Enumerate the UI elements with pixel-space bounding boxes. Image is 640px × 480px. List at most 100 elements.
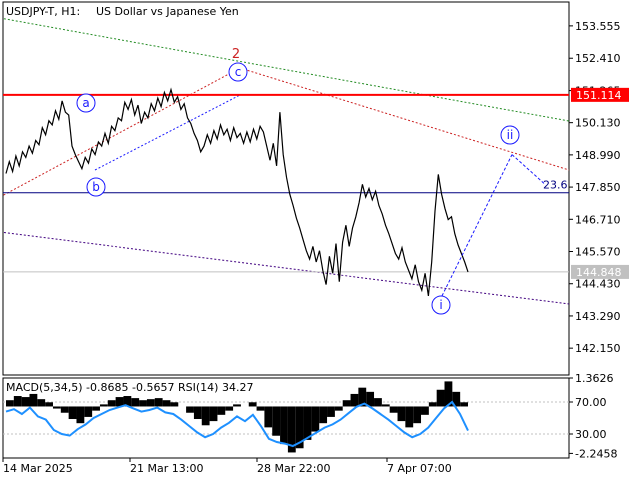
macd-bar — [287, 406, 296, 453]
macd-bar — [170, 402, 179, 407]
rsi-series — [5, 400, 469, 448]
macd-bar — [381, 404, 390, 407]
macd-bar — [311, 406, 320, 432]
macd-bar — [186, 406, 194, 413]
time-tick-label: 21 Mar 13:00 — [130, 462, 203, 475]
resistance-price-tag-bg — [571, 87, 629, 102]
wave-label-circle — [76, 93, 96, 113]
macd-bar — [21, 397, 30, 407]
price-tick-label: 144.430 — [575, 278, 621, 291]
current-price-tag: 144.848 — [576, 266, 622, 279]
macd-bar — [256, 406, 265, 411]
symbol-label: USDJPY-T, H1: — [6, 5, 80, 18]
macd-bar — [201, 406, 210, 426]
macd-bar — [303, 406, 312, 440]
macd-bar — [264, 406, 273, 428]
macd-label: MACD(5,34,5) -0.8685 -0.5657 — [6, 381, 174, 394]
macd-bar — [397, 406, 406, 422]
price-tick-label: 145.570 — [575, 246, 621, 259]
macd-bar — [162, 400, 171, 407]
macd-bar — [413, 406, 422, 424]
wave-label-c: c — [235, 65, 242, 79]
rsi-line — [5, 400, 469, 448]
macd-bar — [233, 404, 241, 407]
forecast-down-line — [511, 154, 546, 185]
macd-bar — [131, 398, 140, 407]
macd-bar — [45, 402, 53, 407]
wave-label-a: a — [82, 96, 89, 110]
time-tick-label: 14 Mar 2025 — [3, 462, 73, 475]
macd-bar — [358, 387, 367, 407]
indicator-tick-label: 70.00 — [575, 396, 607, 409]
blue-support-line — [94, 94, 241, 171]
macd-bar — [280, 406, 288, 445]
price-tick-label: 143.290 — [575, 310, 621, 323]
green-channel-line — [3, 18, 569, 122]
time-tick-label: 28 Mar 22:00 — [257, 462, 330, 475]
indicator-tick-label: 1.3626 — [575, 372, 614, 385]
macd-bar — [154, 398, 163, 407]
macd-bar — [319, 406, 328, 424]
wave-label-circle — [431, 295, 451, 315]
macd-bar — [374, 398, 382, 407]
price-tick-label: 148.990 — [575, 149, 621, 162]
fib-level-label: 23.6 — [543, 179, 568, 192]
macd-bar — [428, 402, 437, 407]
macd-bar — [209, 406, 218, 422]
indicator-tick-label: -2.2458 — [575, 447, 617, 460]
macd-bar — [342, 400, 351, 407]
forecast-up-line — [441, 154, 513, 297]
macd-bar — [52, 406, 61, 409]
macd-bar — [115, 397, 124, 407]
macd-bar — [68, 406, 77, 420]
macd-bar — [99, 404, 108, 407]
price-tick-label: 153.555 — [575, 20, 621, 33]
rsi-label: RSI(14) 34.27 — [178, 381, 253, 394]
macd-bar — [13, 396, 22, 407]
price-tick-label: 152.410 — [575, 52, 621, 65]
macd-bar — [225, 406, 234, 411]
symbol-description: US Dollar vs Japanese Yen — [96, 5, 239, 18]
price-tick-label: 147.850 — [575, 181, 621, 194]
macd-bar — [193, 406, 202, 420]
macd-bar — [460, 402, 468, 407]
price-tick-label: 150.130 — [575, 117, 621, 130]
macd-bar — [436, 389, 445, 407]
macd-bar — [146, 399, 155, 407]
current-price-tag-bg — [571, 264, 629, 279]
price-axis: 153.555152.410151.265150.130148.990147.8… — [569, 20, 621, 355]
indicator-tick-label: 30.00 — [575, 428, 607, 441]
wave-label-2: 2 — [232, 47, 240, 62]
resistance-price-tag: 151.114 — [576, 89, 622, 102]
price-tick-label: 142.150 — [575, 342, 621, 355]
macd-bar — [37, 399, 46, 407]
price-series — [5, 87, 469, 296]
macd-bar — [366, 391, 375, 407]
macd-bar — [444, 381, 453, 407]
red-channel-upper-line — [239, 67, 569, 171]
macd-bar — [248, 402, 257, 407]
price-line — [5, 87, 469, 296]
channel-lines — [3, 18, 569, 305]
wave-label-ii: ii — [507, 128, 514, 142]
macd-bar — [76, 406, 85, 424]
indicator-axis: 1.3626 70.00 30.00 -2.2458 — [3, 372, 617, 460]
wave-label-i: i — [439, 298, 442, 312]
macd-bar — [6, 400, 14, 407]
macd-bar — [217, 406, 226, 415]
red-channel-lower-line — [3, 67, 241, 196]
macd-bar — [334, 406, 343, 411]
macd-bar — [272, 406, 281, 436]
price-tick-label: 146.710 — [575, 213, 621, 226]
macd-bar — [29, 393, 38, 407]
wave-label-circle — [86, 177, 106, 197]
macd-bar — [405, 406, 414, 428]
macd-histogram — [6, 381, 468, 453]
macd-bar — [139, 400, 147, 407]
macd-bar — [295, 406, 304, 449]
macd-bar — [60, 406, 69, 413]
macd-bar — [421, 406, 429, 415]
macd-bar — [350, 393, 359, 407]
